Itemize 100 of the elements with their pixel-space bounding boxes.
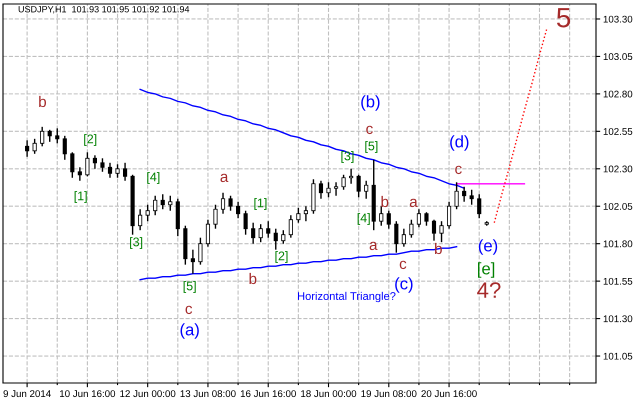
y-tick-label: 102.80 [604,90,632,98]
y-tick-label: 102.05 [604,202,632,210]
candlestick [266,220,270,238]
annotation: c [400,260,406,270]
candlestick [198,236,202,266]
annotation: [4] [147,172,160,184]
candlestick [342,174,346,190]
x-tick-label: 13 Jun 08:00 [180,390,236,398]
candlestick [416,208,422,228]
candlestick [288,214,293,238]
annotation: [2] [275,251,288,263]
candlestick [70,152,74,178]
candlestick [462,186,466,202]
candlestick [100,158,105,172]
candlestick [62,135,67,160]
candlestick [146,204,150,222]
annotation: (b) [361,95,380,111]
annotation: [1] [254,198,266,210]
annotation: b [250,272,256,284]
annotation: a [410,198,418,208]
annotation: (e) [478,239,498,255]
candlestick [220,192,226,214]
candlestick [122,162,128,182]
candlestick [318,180,324,200]
annotation: a [220,174,228,182]
candlestick [138,208,142,231]
candlestick [244,210,248,236]
candlestick [424,212,429,226]
candlestick [251,222,256,244]
annotation: (a) [180,323,199,339]
candlestick [168,195,172,212]
x-tick-label: 10 Jun 16:00 [60,390,116,398]
annotation: [5] [365,141,378,153]
chart-title: USDJPY,H1 101.93 101.95 101.92 101.94 [18,6,190,14]
y-tick-label: 101.30 [604,315,632,322]
y-tick-label: 102.30 [604,166,632,172]
annotation: [1] [74,191,87,203]
candlestick [32,138,37,154]
candlestick [446,201,452,230]
candlestick [326,182,331,198]
candlestick [274,228,278,250]
candlestick [108,162,112,178]
y-tick-label: 101.80 [604,240,632,248]
y-tick-label: 101.05 [604,352,632,360]
annotation: b [39,96,46,108]
line-series [494,27,548,224]
candlestick [477,194,482,219]
x-tick-label: 18 Jun 00:00 [301,390,356,398]
candlestick [190,248,195,274]
candlestick [55,128,60,144]
annotation: (d) [450,135,468,151]
candlestick [402,228,406,248]
annotation: [2] [84,134,96,146]
annotation: [4] [358,213,370,225]
candlestick [296,207,300,224]
candlestick [78,166,82,182]
candlestick [85,152,90,177]
annotation: c [186,306,192,314]
candlestick [281,230,286,244]
candlestick [386,210,391,230]
y-tick-label: 103.05 [604,53,632,60]
annotation: 4? [477,282,500,298]
x-tick-label: 9 Jun 2014 [4,390,51,398]
annotation: [e] [478,262,494,278]
candlestick [304,206,308,222]
annotation: (c) [395,277,413,293]
candlestick [356,174,361,198]
annotation: c [366,126,373,134]
y-tick-label: 101.55 [604,278,632,285]
candlestick [470,189,474,206]
y-tick-label: 103.30 [604,16,632,23]
candlestick [236,201,240,219]
x-tick-label: 19 Jun 08:00 [361,390,417,398]
candlestick [364,180,368,200]
x-tick-label: 20 Jun 16:00 [421,390,477,398]
candlestick [25,140,30,158]
annotation: c [455,166,462,174]
candlestick [115,164,120,178]
annotation: b [381,196,388,208]
x-tick-label: 12 Jun 00:00 [120,390,176,398]
annotation: Horizontal Triangle? [298,292,396,302]
annotation: 5 [556,8,570,28]
candlestick [432,219,436,242]
candlestick [160,194,165,210]
x-tick-label: 16 Jun 16:00 [240,390,296,398]
candlestick [379,206,384,226]
candlestick [394,220,398,254]
candlestick [153,195,158,216]
candlestick [92,154,98,170]
candlestick [206,219,210,248]
annotation: [3] [130,237,142,249]
candlestick [409,219,414,238]
candlestick [213,204,218,230]
candlestick [48,129,52,143]
annotation: [5] [184,281,196,293]
candlestick [454,182,459,210]
candlestick [228,195,233,212]
y-tick-label: 102.55 [604,128,632,135]
candlestick [40,126,44,148]
candlestick [258,224,263,243]
